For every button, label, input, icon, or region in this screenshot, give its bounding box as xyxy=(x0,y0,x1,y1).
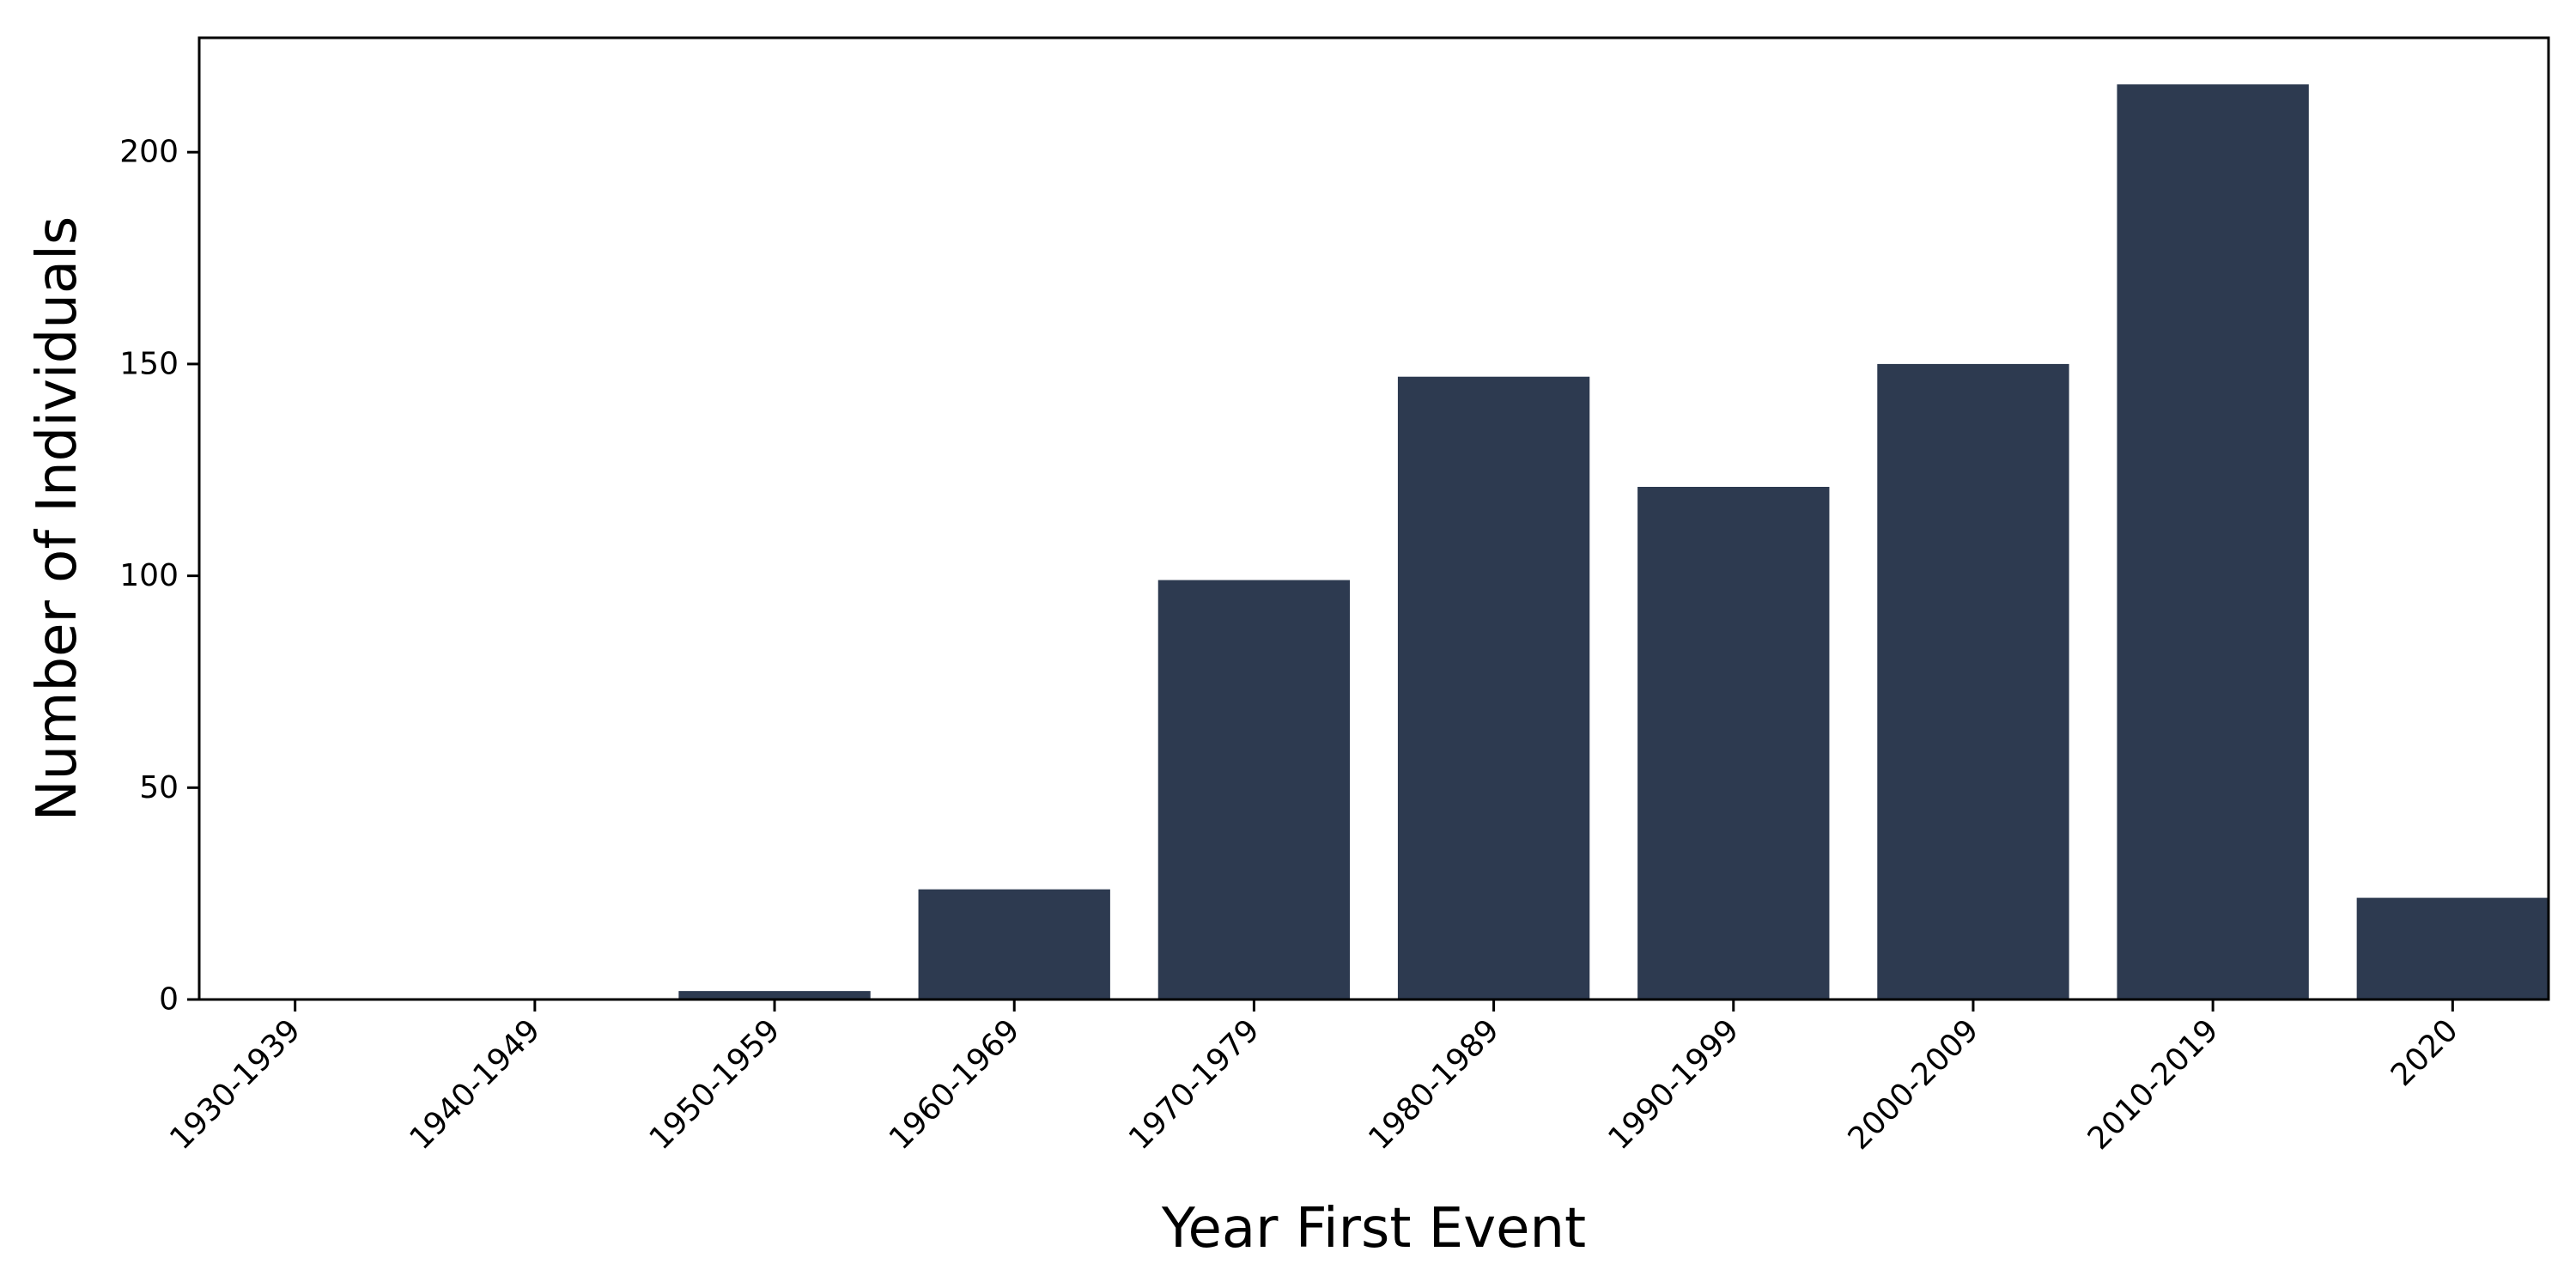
bar-1950-1959 xyxy=(678,991,871,999)
bar-2000-2009 xyxy=(1877,363,2069,1000)
x-tick-label: 1930-1939 xyxy=(163,1012,307,1157)
bar-1980-1989 xyxy=(1397,376,1590,1000)
y-tick-label: 100 xyxy=(119,558,179,593)
y-tick-label: 0 xyxy=(159,982,179,1018)
x-tick-label: 2000-2009 xyxy=(1842,1012,1986,1157)
x-tick-label: 1960-1969 xyxy=(883,1012,1027,1157)
y-tick-label: 50 xyxy=(139,770,179,805)
x-tick-label: 1950-1959 xyxy=(643,1012,787,1157)
x-tick-label: 1980-1989 xyxy=(1362,1012,1506,1157)
y-axis-label: Number of Individuals xyxy=(26,216,89,822)
x-axis-label: Year First Event xyxy=(1161,1197,1586,1261)
x-tick-label: 1970-1979 xyxy=(1122,1012,1267,1157)
x-tick-label: 2020 xyxy=(2385,1012,2465,1093)
y-tick-label: 200 xyxy=(119,135,179,170)
plot-frame xyxy=(197,36,2550,1001)
y-tick-label: 150 xyxy=(119,346,179,381)
x-tick-label: 1990-1999 xyxy=(1601,1012,1746,1157)
y-axis: 0 50 100 150 200 xyxy=(119,135,199,1018)
bar-1970-1979 xyxy=(1157,580,1351,999)
x-axis: 1930-1939 1940-1949 1950-1959 1960-1969 1970… xyxy=(163,999,2465,1157)
bars-group xyxy=(678,84,2549,1000)
x-tick-label: 2010-2019 xyxy=(2081,1012,2226,1157)
bar-1960-1969 xyxy=(918,889,1110,999)
bar-2020 xyxy=(2356,897,2549,999)
bar-2010-2019 xyxy=(2117,84,2309,1000)
x-tick-label: 1940-1949 xyxy=(403,1012,547,1157)
bar-1990-1999 xyxy=(1637,486,1830,999)
